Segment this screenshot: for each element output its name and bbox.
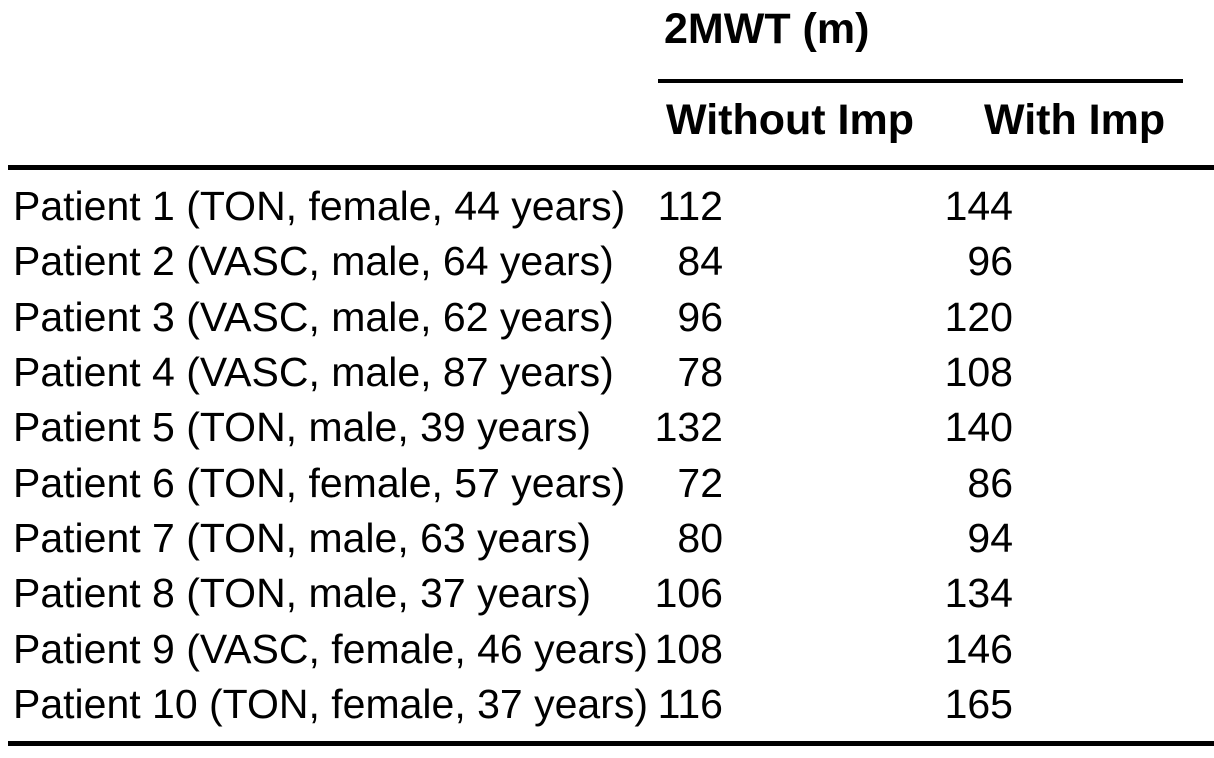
with-imp-value: 96 — [967, 238, 1013, 285]
patient-label: Patient 8 (TON, male, 37 years) — [13, 570, 592, 617]
with-imp-value: 140 — [944, 404, 1013, 451]
table-row: Patient 3 (VASC, male, 62 years) 96 120 — [0, 290, 1214, 345]
table-row: Patient 6 (TON, female, 57 years) 72 86 — [0, 455, 1214, 510]
column-group-rule — [658, 79, 1183, 83]
table-row: Patient 2 (VASC, male, 64 years) 84 96 — [0, 234, 1214, 289]
column-group-header: 2MWT (m) — [664, 5, 870, 53]
table-row: Patient 9 (VASC, female, 46 years) 108 1… — [0, 621, 1214, 676]
bottom-rule — [8, 741, 1214, 746]
without-imp-value: 72 — [677, 459, 723, 506]
table-row: Patient 7 (TON, male, 63 years) 80 94 — [0, 511, 1214, 566]
table-body: Patient 1 (TON, female, 44 years) 112 14… — [0, 170, 1214, 732]
without-imp-value: 112 — [657, 183, 723, 230]
table-row: Patient 8 (TON, male, 37 years) 106 134 — [0, 566, 1214, 621]
without-imp-value: 84 — [677, 238, 723, 285]
table-row: Patient 4 (VASC, male, 87 years) 78 108 — [0, 345, 1214, 400]
column-header-with-imp: With Imp — [984, 96, 1166, 144]
without-imp-value: 96 — [677, 293, 723, 340]
without-imp-value: 116 — [657, 680, 723, 727]
with-imp-value: 146 — [944, 625, 1013, 672]
with-imp-value: 108 — [944, 349, 1013, 396]
without-imp-value: 106 — [654, 570, 723, 617]
without-imp-value: 132 — [654, 404, 723, 451]
with-imp-value: 120 — [944, 293, 1013, 340]
without-imp-value: 108 — [654, 625, 723, 672]
column-header-without-imp: Without Imp — [666, 96, 914, 144]
with-imp-value: 134 — [944, 570, 1013, 617]
without-imp-value: 80 — [677, 514, 723, 561]
with-imp-value: 144 — [944, 183, 1013, 230]
with-imp-value: 86 — [967, 459, 1013, 506]
patient-label: Patient 7 (TON, male, 63 years) — [13, 514, 592, 561]
with-imp-value: 165 — [944, 680, 1013, 727]
patient-label: Patient 4 (VASC, male, 87 years) — [13, 349, 614, 396]
without-imp-value: 78 — [677, 349, 723, 396]
patient-label: Patient 3 (VASC, male, 62 years) — [13, 293, 614, 340]
patient-label: Patient 2 (VASC, male, 64 years) — [13, 238, 614, 285]
table-row: Patient 10 (TON, female, 37 years) 116 1… — [0, 677, 1214, 732]
header-rule — [8, 165, 1214, 170]
table-row: Patient 1 (TON, female, 44 years) 112 14… — [0, 179, 1214, 234]
with-imp-value: 94 — [967, 514, 1013, 561]
patient-label: Patient 9 (VASC, female, 46 years) — [13, 625, 649, 672]
patient-label: Patient 10 (TON, female, 37 years) — [13, 680, 649, 727]
patient-label: Patient 5 (TON, male, 39 years) — [13, 404, 592, 451]
patient-label: Patient 1 (TON, female, 44 years) — [13, 183, 626, 230]
table-row: Patient 5 (TON, male, 39 years) 132 140 — [0, 400, 1214, 455]
patient-label: Patient 6 (TON, female, 57 years) — [13, 459, 626, 506]
